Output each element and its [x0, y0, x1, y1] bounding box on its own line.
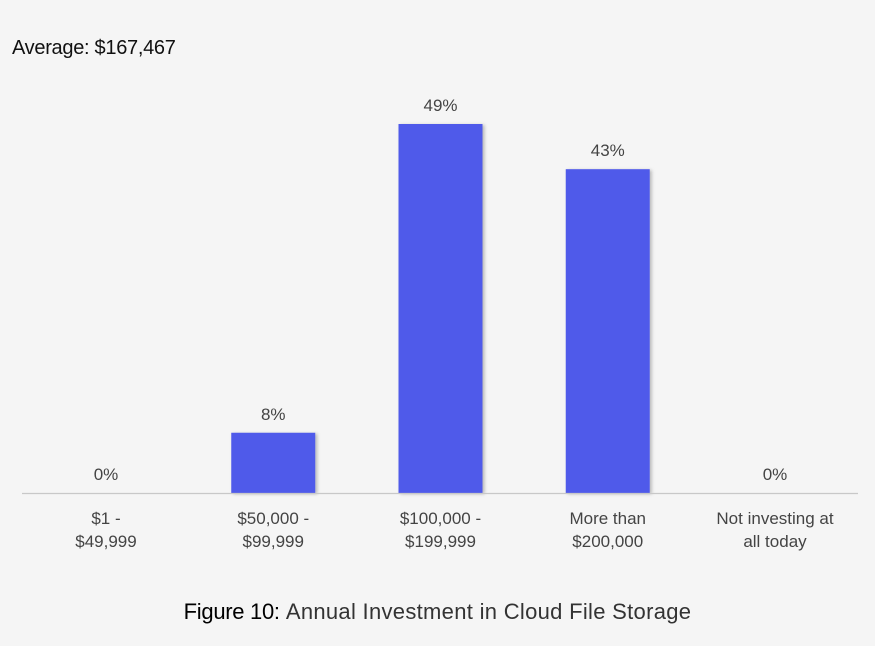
bars-layer [231, 124, 650, 494]
data-label-2: 49% [423, 96, 457, 115]
bar-1 [231, 432, 316, 493]
category-label-4-line-1: all today [743, 532, 807, 551]
category-label-3-line-1: $200,000 [572, 532, 643, 551]
figure-number: Figure 10: [183, 599, 280, 624]
category-label-2-line-0: $100,000 - [400, 509, 481, 528]
average-label: Average: $167,467 [12, 37, 176, 59]
bar-3 [565, 169, 650, 494]
data-label-3: 43% [591, 141, 625, 160]
data-label-1: 8% [261, 405, 286, 424]
category-label-2-line-1: $199,999 [405, 532, 476, 551]
data-label-4: 0% [763, 465, 788, 484]
category-label-3-line-0: More than [569, 509, 646, 528]
figure-caption: Figure 10: Annual Investment in Cloud Fi… [0, 599, 875, 625]
category-label-0-line-1: $49,999 [75, 532, 136, 551]
category-label-4-line-0: Not investing at [716, 509, 833, 528]
category-label-1-line-0: $50,000 - [237, 509, 309, 528]
category-label-0-line-0: $1 - [91, 509, 120, 528]
labels-layer: 0% $1 - $49,999 8% $50,000 - $99,999 49% $100,0… [75, 96, 834, 551]
bar-chart: 0% $1 - $49,999 8% $50,000 - $99,999 49% $100,0… [22, 96, 858, 551]
figure-title: Annual Investment in Cloud File Storage [285, 599, 692, 624]
data-label-0: 0% [94, 465, 119, 484]
category-label-1-line-1: $99,999 [243, 532, 304, 551]
bar-2 [398, 124, 483, 493]
